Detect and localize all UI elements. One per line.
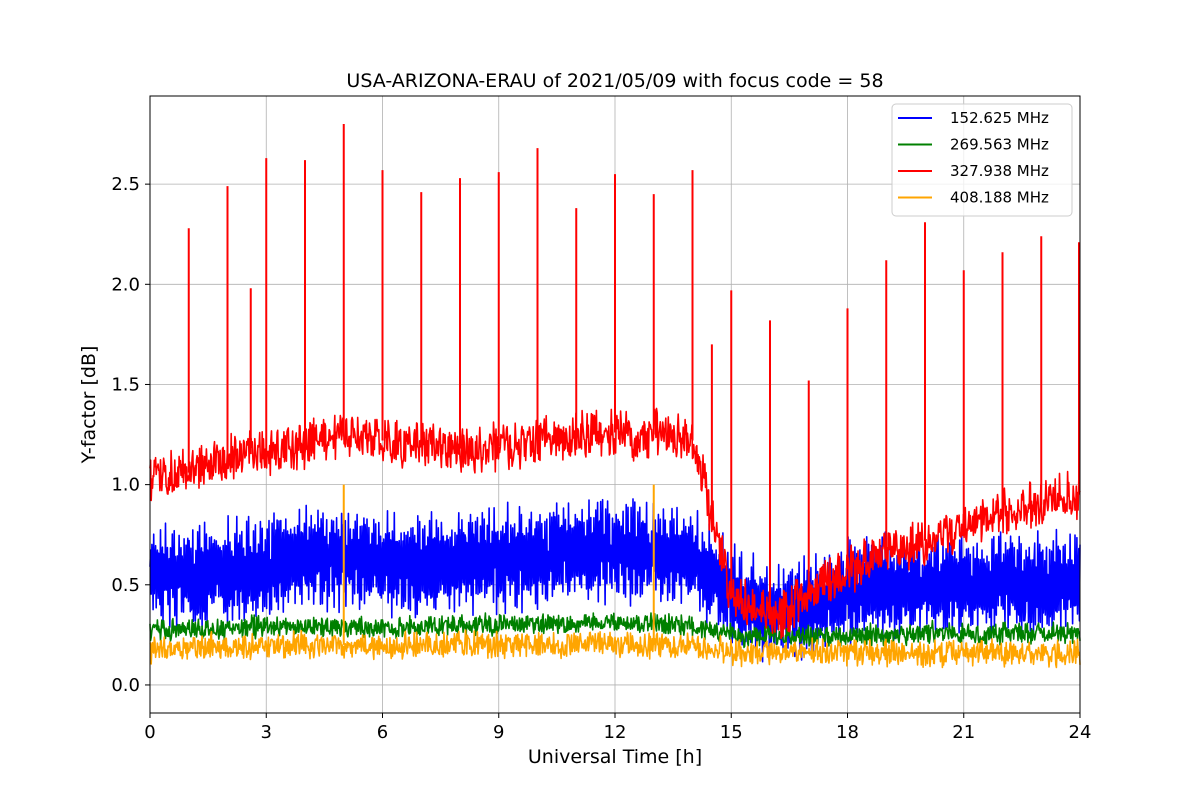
x-tick-label: 24 <box>1069 722 1092 743</box>
y-tick-label: 1.5 <box>111 374 140 395</box>
y-tick-label: 2.0 <box>111 274 140 295</box>
series-layer <box>149 124 1081 669</box>
x-tick-label: 0 <box>144 722 155 743</box>
tick-layer: 0 3 6 9 12 15 18 21 24 0.0 0.5 1.0 1.5 2.0 2.5 <box>111 174 1091 743</box>
x-tick-label: 15 <box>720 722 743 743</box>
y-tick-label: 2.5 <box>111 174 140 195</box>
legend-label: 269.563 MHz <box>950 136 1049 154</box>
legend-label: 152.625 MHz <box>950 109 1049 127</box>
legend: 152.625 MHz 269.563 MHz 327.938 MHz 408.188… <box>891 103 1073 217</box>
chart-title: USA-ARIZONA-ERAU of 2021/05/09 with focu… <box>346 70 883 92</box>
series-line <box>149 498 1081 663</box>
x-tick-label: 12 <box>604 722 627 743</box>
y-axis-label: Y-factor [dB] <box>78 346 100 465</box>
series-line <box>149 629 1081 669</box>
x-tick-label: 3 <box>261 722 272 743</box>
x-tick-label: 6 <box>377 722 388 743</box>
y-tick-label: 0.0 <box>111 675 140 696</box>
series-line <box>149 407 1081 639</box>
x-tick-label: 21 <box>952 722 975 743</box>
y-tick-label: 0.5 <box>111 575 140 596</box>
legend-label: 327.938 MHz <box>950 162 1049 180</box>
x-tick-label: 9 <box>493 722 504 743</box>
legend-box <box>891 103 1073 217</box>
x-axis-label: Universal Time [h] <box>528 746 702 768</box>
y-tick-label: 1.0 <box>111 475 140 496</box>
legend-label: 408.188 MHz <box>950 189 1049 207</box>
x-tick-label: 18 <box>836 722 859 743</box>
series-line <box>149 612 1081 649</box>
